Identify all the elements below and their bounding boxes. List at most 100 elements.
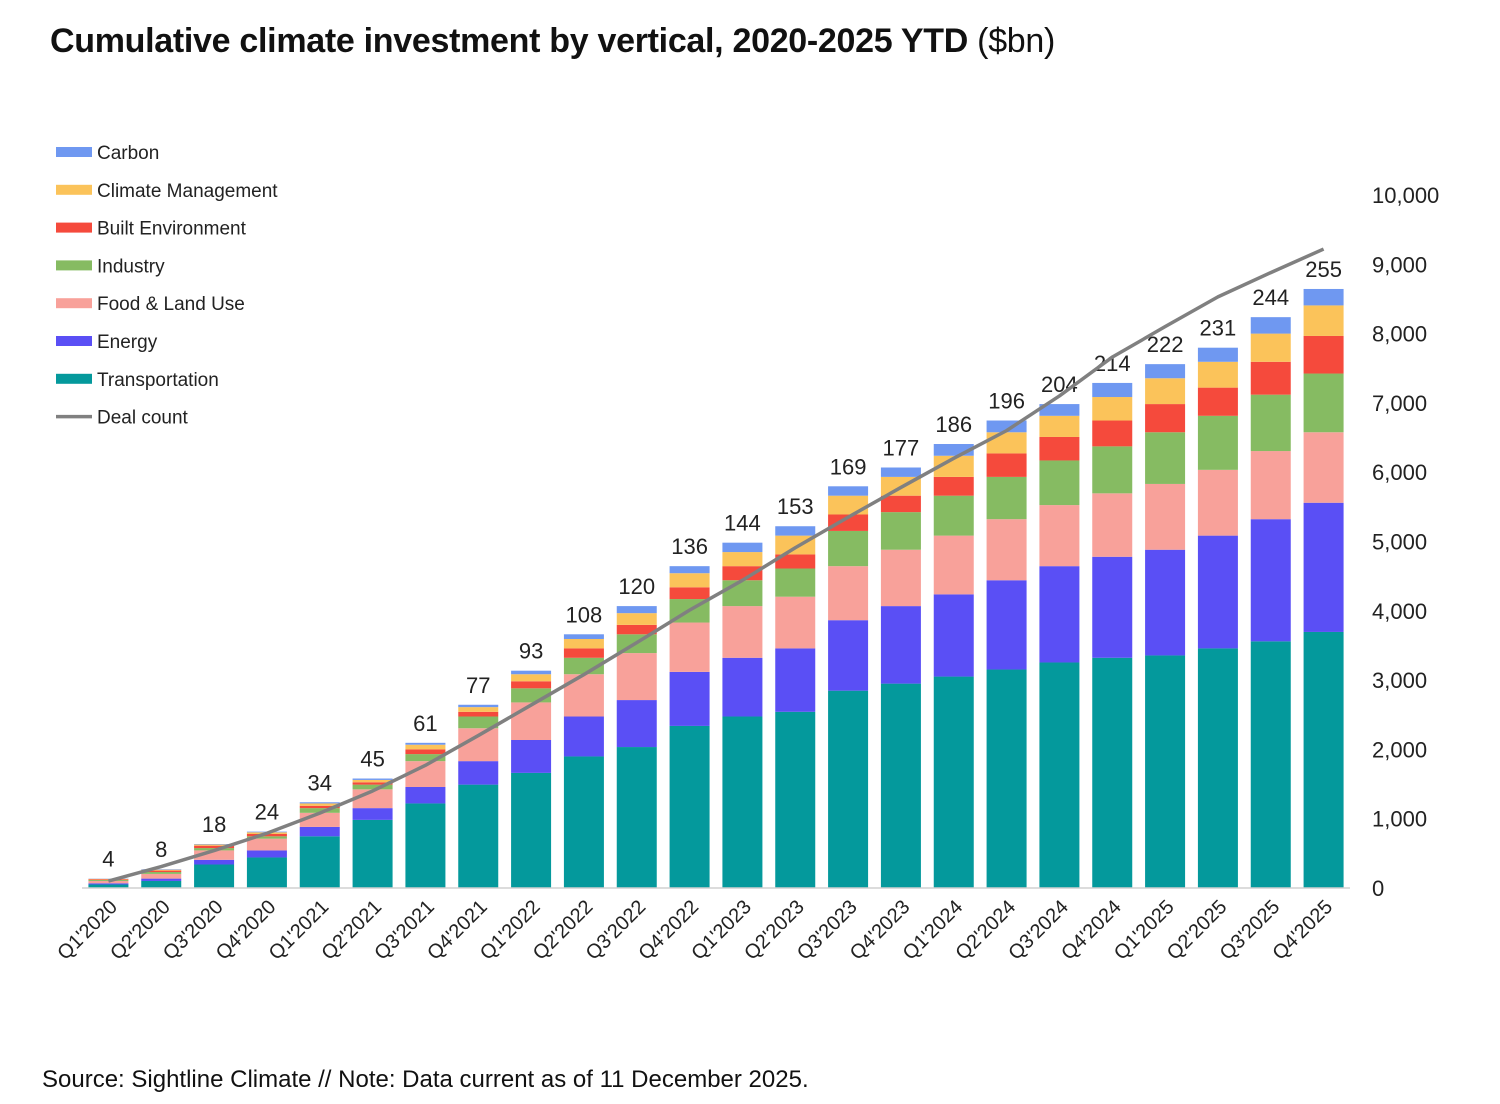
chart-title-unit: ($bn): [977, 22, 1056, 60]
bar-industry-q4-2024: [1092, 446, 1133, 494]
bar-built-environment-q2-2020: [141, 870, 182, 873]
bar-energy-q4-2022: [669, 671, 710, 726]
bar-climate-management-q2-2021: [352, 779, 393, 783]
total-label-q1-2025: 222: [1147, 332, 1184, 357]
bar-energy-q1-2023: [722, 657, 763, 717]
legend-label-deal-count: Deal count: [97, 408, 189, 429]
bar-built-environment-q4-2024: [1092, 420, 1133, 447]
total-label-q4-2025: 255: [1305, 257, 1342, 282]
legend: Carbon Climate Management Built Environmen…: [56, 143, 278, 429]
bar-transportation-q2-2022: [563, 756, 604, 888]
bar-transportation-q2-2021: [352, 819, 393, 888]
bar-food-land-use-q1-2022: [511, 702, 552, 741]
legend-swatch-energy: [56, 336, 92, 346]
total-label-q4-2022: 136: [671, 534, 708, 559]
total-label-q2-2025: 231: [1200, 316, 1237, 341]
bar-built-environment-q2-2024: [986, 453, 1027, 477]
bar-built-environment-q4-2025: [1303, 335, 1344, 374]
bar-industry-q4-2025: [1303, 373, 1344, 433]
bar-energy-q3-2021: [405, 786, 446, 804]
bar-industry-q1-2024: [933, 495, 974, 536]
total-label-q4-2023: 177: [883, 436, 920, 461]
total-label-q2-2020: 8: [155, 837, 167, 862]
total-label-q4-2024: 214: [1094, 351, 1131, 376]
bar-food-land-use-q2-2023: [775, 596, 816, 649]
bar-carbon-q3-2023: [828, 486, 869, 496]
bar-carbon-q2-2021: [352, 778, 393, 780]
bar-built-environment-q4-2022: [669, 587, 710, 600]
bar-industry-q2-2020: [141, 872, 182, 874]
y-right-tick-label-2: 2,000: [1372, 737, 1427, 762]
bar-energy-q3-2020: [194, 859, 235, 865]
bar-carbon-q3-2021: [405, 742, 446, 745]
bar-transportation-q4-2021: [458, 784, 499, 888]
bar-industry-q3-2024: [1039, 460, 1080, 506]
total-label-q3-2022: 120: [618, 574, 655, 599]
bar-industry-q4-2023: [880, 512, 921, 550]
bar-carbon-q2-2025: [1197, 347, 1238, 362]
bar-carbon-q4-2023: [880, 467, 921, 477]
bar-climate-management-q2-2024: [986, 432, 1027, 454]
bar-climate-management-q3-2025: [1250, 333, 1291, 362]
bar-climate-management-q1-2023: [722, 552, 763, 567]
total-label-q1-2023: 144: [724, 511, 761, 536]
bar-climate-management-q4-2025: [1303, 305, 1344, 336]
bar-climate-management-q3-2022: [616, 613, 657, 625]
bar-climate-management-q1-2024: [933, 455, 974, 477]
legend-swatch-food-land-use: [56, 298, 92, 309]
bar-industry-q2-2023: [775, 568, 816, 597]
bars-group: [88, 288, 1344, 888]
bar-energy-q3-2024: [1039, 566, 1080, 663]
bar-transportation-q4-2022: [669, 725, 710, 888]
bar-energy-q4-2020: [246, 850, 287, 858]
total-label-q4-2021: 77: [466, 673, 490, 698]
bar-carbon-q1-2024: [933, 444, 974, 456]
bar-transportation-q1-2024: [933, 676, 974, 888]
bar-built-environment-q4-2020: [246, 833, 287, 837]
y-right-tick-label-10: 10,000: [1372, 183, 1439, 208]
y-right-tick-label-8: 8,000: [1372, 322, 1427, 347]
bar-built-environment-q4-2021: [458, 711, 499, 717]
bar-transportation-q4-2025: [1303, 631, 1344, 888]
bar-energy-q2-2022: [563, 716, 604, 757]
bar-carbon-q4-2021: [458, 704, 499, 708]
legend-swatch-carbon: [56, 147, 92, 157]
bar-transportation-q4-2024: [1092, 657, 1133, 888]
total-label-q1-2021: 34: [308, 770, 332, 795]
bar-transportation-q2-2024: [986, 669, 1027, 888]
bar-built-environment-q1-2023: [722, 566, 763, 581]
bar-food-land-use-q4-2023: [880, 549, 921, 607]
bar-industry-q2-2021: [352, 784, 393, 790]
bar-carbon-q1-2025: [1145, 364, 1186, 379]
bar-built-environment-q1-2022: [511, 681, 552, 689]
bar-industry-q2-2024: [986, 476, 1027, 520]
bar-carbon-q1-2023: [722, 542, 763, 553]
y-right-tick-label-5: 5,000: [1372, 530, 1427, 555]
bar-built-environment-q3-2025: [1250, 361, 1291, 395]
total-label-q2-2023: 153: [777, 494, 814, 519]
bar-industry-q3-2025: [1250, 394, 1291, 452]
bar-energy-q3-2025: [1250, 519, 1291, 642]
bar-food-land-use-q2-2020: [141, 873, 182, 879]
bar-carbon-q1-2021: [299, 802, 340, 804]
legend-swatch-climate-management: [56, 184, 92, 195]
bar-energy-q2-2024: [986, 580, 1027, 670]
bar-climate-management-q1-2021: [299, 803, 340, 806]
bar-built-environment-q2-2021: [352, 782, 393, 785]
bar-carbon-q2-2022: [563, 634, 604, 639]
bar-transportation-q3-2023: [828, 690, 869, 888]
legend-swatch-built-environment: [56, 222, 92, 233]
bar-food-land-use-q4-2020: [246, 838, 287, 851]
bar-carbon-q1-2022: [511, 670, 552, 675]
bar-built-environment-q2-2022: [563, 648, 604, 658]
bar-industry-q4-2021: [458, 716, 499, 729]
legend-label-energy: Energy: [97, 332, 158, 353]
bar-food-land-use-q2-2022: [563, 674, 604, 717]
bar-energy-q1-2020: [88, 883, 129, 885]
y-right-tick-label-4: 4,000: [1372, 599, 1427, 624]
bar-transportation-q1-2023: [722, 716, 763, 888]
bar-transportation-q3-2022: [616, 747, 657, 888]
deal-count-line-group: [107, 247, 1325, 883]
bar-energy-q1-2024: [933, 594, 974, 677]
